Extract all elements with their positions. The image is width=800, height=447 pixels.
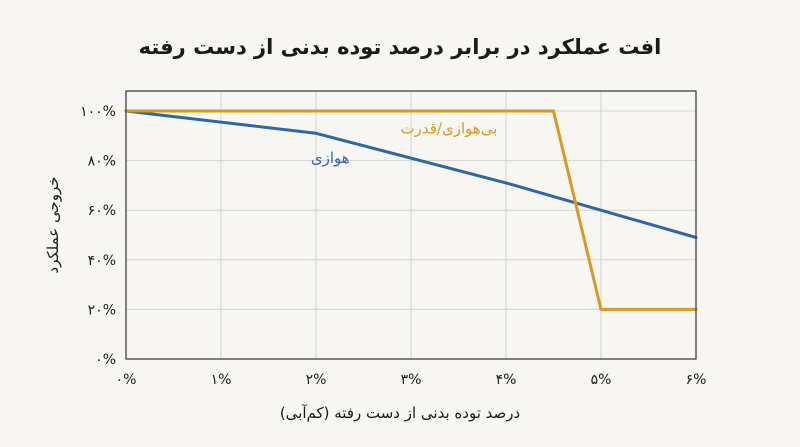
series-label-1: بی‌هوازی/قدرت: [401, 119, 498, 137]
x-tick-label: ۰%: [116, 372, 137, 388]
y-tick-label: ۶۰%: [88, 203, 116, 219]
chart-title: افت عملکرد در برابر درصد توده بدنی از دس…: [139, 35, 662, 59]
x-axis-label: درصد توده بدنی از دست رفته (کم‌آبی): [280, 404, 520, 422]
y-tick-label: ۴۰%: [88, 253, 116, 269]
y-axis-label: خروجی عملکرد: [44, 176, 62, 273]
series-layer: هوازی بی‌هوازی/قدرت: [124, 109, 698, 311]
x-tick-label: ۵%: [591, 372, 612, 388]
y-tick-label: ۰%: [95, 352, 116, 368]
x-tick-label: ۳%: [401, 372, 422, 388]
series-label-0: هوازی: [311, 149, 350, 167]
y-tick-label: ۱۰۰%: [80, 104, 116, 120]
plot-frame: [125, 90, 697, 360]
series-line-1: [124, 109, 698, 311]
x-tick-label: ۴%: [496, 372, 517, 388]
x-tick-label: ۲%: [306, 372, 327, 388]
series-line-0: [124, 109, 698, 239]
y-tick-label: ۸۰%: [88, 154, 116, 170]
y-tick-label: ۲۰%: [88, 302, 116, 318]
x-tick-label: ۱%: [211, 372, 232, 388]
tick-layer: ۰% ۱% ۲% ۳% ۴% ۵% ۶% ۰% ۲۰% ۴۰% ۶۰% ۸۰% ۱۰۰%: [80, 104, 706, 388]
x-tick-label: ۶%: [686, 372, 707, 388]
